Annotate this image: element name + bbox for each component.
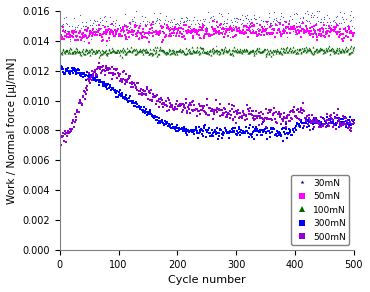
50mN <box>233 33 238 37</box>
300mN <box>198 131 202 134</box>
100mN <box>58 49 63 53</box>
100mN <box>349 44 354 48</box>
30mN <box>198 18 203 22</box>
100mN <box>352 45 356 49</box>
30mN <box>58 12 63 16</box>
500mN <box>218 102 222 106</box>
500mN <box>58 150 63 153</box>
500mN <box>352 121 356 125</box>
300mN <box>199 128 204 132</box>
100mN <box>299 52 304 55</box>
Line: 30mN: 30mN <box>60 0 354 47</box>
500mN <box>198 105 203 108</box>
30mN <box>300 19 304 23</box>
300mN <box>58 62 63 66</box>
Legend: 30mN, 50mN, 100mN, 300mN, 500mN: 30mN, 50mN, 100mN, 300mN, 500mN <box>291 175 349 245</box>
50mN <box>87 41 91 44</box>
50mN <box>58 11 63 15</box>
300mN <box>280 139 285 142</box>
500mN <box>233 110 238 113</box>
50mN <box>218 23 222 26</box>
100mN <box>218 51 222 55</box>
30mN <box>183 0 187 1</box>
500mN <box>200 105 204 108</box>
50mN <box>345 30 350 34</box>
Line: 50mN: 50mN <box>59 12 355 44</box>
30mN <box>218 21 223 25</box>
100mN <box>198 51 203 55</box>
30mN <box>352 26 356 29</box>
30mN <box>200 27 204 31</box>
50mN <box>352 32 356 35</box>
50mN <box>200 26 204 29</box>
50mN <box>299 35 304 38</box>
50mN <box>198 26 203 29</box>
30mN <box>346 23 350 27</box>
Y-axis label: Work / Normal force [μJ/mN]: Work / Normal force [μJ/mN] <box>7 57 17 204</box>
100mN <box>233 49 238 53</box>
300mN <box>299 118 304 121</box>
X-axis label: Cycle number: Cycle number <box>168 275 246 285</box>
30mN <box>234 16 238 19</box>
30mN <box>214 44 218 48</box>
100mN <box>200 51 204 54</box>
100mN <box>345 48 350 52</box>
Line: 500mN: 500mN <box>60 62 355 152</box>
300mN <box>217 132 221 135</box>
500mN <box>97 62 101 65</box>
500mN <box>299 106 304 110</box>
500mN <box>345 119 350 123</box>
Line: 100mN: 100mN <box>60 45 355 58</box>
300mN <box>345 121 350 124</box>
100mN <box>97 55 101 59</box>
300mN <box>352 118 356 121</box>
Line: 300mN: 300mN <box>59 62 355 142</box>
300mN <box>233 126 237 130</box>
